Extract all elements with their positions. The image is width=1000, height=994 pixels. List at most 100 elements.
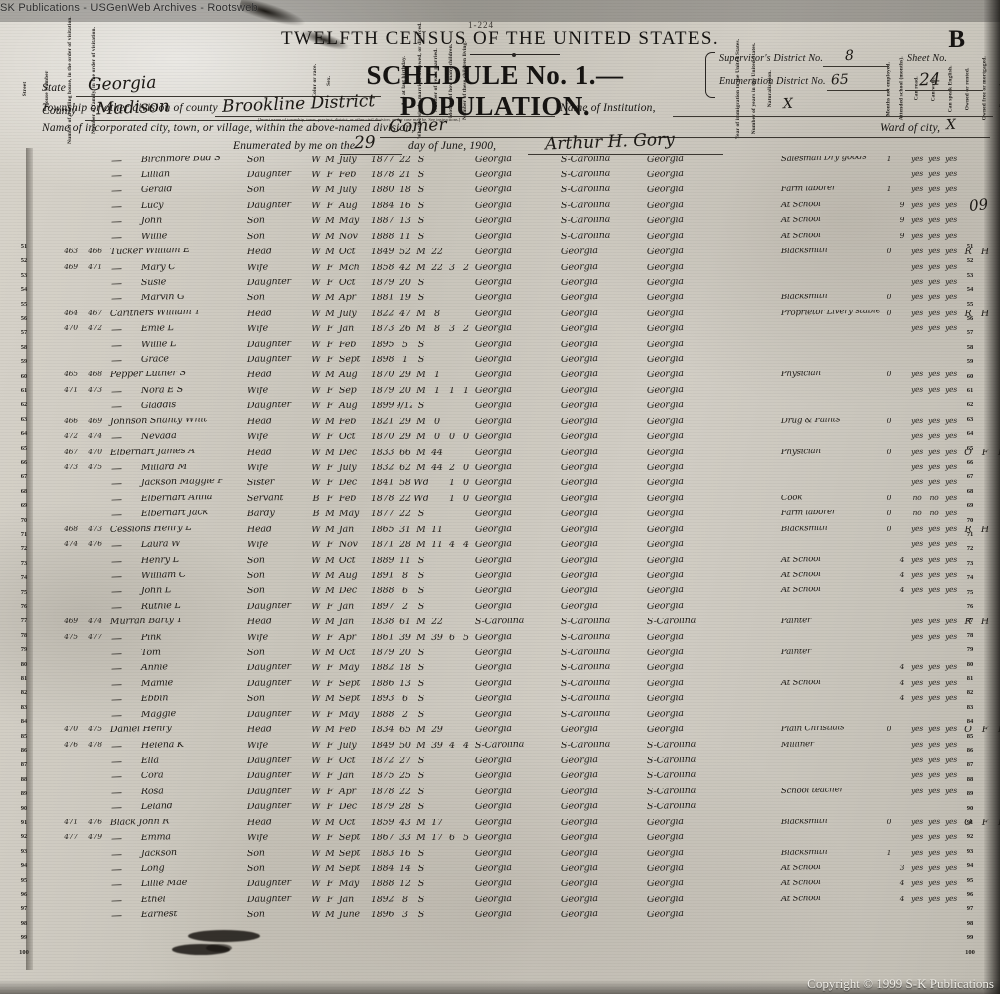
cell-nat[interactable] xyxy=(762,848,780,865)
cell-byr[interactable]: 1888 xyxy=(368,709,398,727)
cell-age[interactable]: 3 xyxy=(396,910,414,928)
cell-rel[interactable]: Son xyxy=(244,216,310,233)
cell-read[interactable]: no xyxy=(908,509,927,526)
table-row[interactable]: 69 472 474— Nevada Wife W F Oct 1870 29 M 0 0 0 Georgi… xyxy=(0,432,1000,449)
cell-fpob[interactable]: Georgia xyxy=(558,262,646,279)
cell-ms[interactable]: Wd xyxy=(412,478,430,495)
cell-nat[interactable] xyxy=(762,277,780,295)
cell-fpob[interactable]: Georgia xyxy=(558,478,646,495)
cell-sch[interactable]: 4 xyxy=(895,555,910,572)
cell-im[interactable] xyxy=(730,462,748,480)
cell-house[interactable] xyxy=(36,617,59,634)
cell-sex[interactable]: F xyxy=(322,262,338,279)
cell-sch[interactable]: 4 xyxy=(895,894,910,912)
cell-mpob[interactable]: Georgia xyxy=(644,324,732,341)
cell-age[interactable]: 22 xyxy=(396,154,414,171)
table-row[interactable]: 85— Mamie Daughter W F Sept 1886 13 S Georgia S-Ca… xyxy=(0,678,1000,696)
cell-age[interactable]: 52 xyxy=(396,247,414,264)
cell-mne[interactable]: 0 xyxy=(882,416,897,434)
cell-yrm[interactable]: 22 xyxy=(428,262,446,279)
cell-write[interactable]: yes xyxy=(925,570,944,588)
cell-write[interactable]: no xyxy=(925,493,944,511)
cell-nat[interactable] xyxy=(762,694,780,711)
cell-yu[interactable] xyxy=(746,617,764,634)
cell-nat[interactable] xyxy=(762,247,780,264)
cell-occ[interactable]: Salesman Dry goods xyxy=(778,154,884,171)
cell-house[interactable] xyxy=(36,817,59,835)
cell-read[interactable]: yes xyxy=(908,632,927,650)
cell-color[interactable]: W xyxy=(308,570,324,588)
cell-fpob[interactable]: Georgia xyxy=(558,462,646,480)
cell-nat[interactable] xyxy=(762,447,780,464)
cell-fpob[interactable]: Georgia xyxy=(558,247,646,264)
cell-name[interactable]: — Elberhart Jack xyxy=(106,509,246,526)
cell-read[interactable] xyxy=(908,601,927,619)
cell-chl[interactable] xyxy=(458,663,474,680)
cell-write[interactable] xyxy=(925,355,944,372)
cell-sex[interactable]: F xyxy=(322,786,338,804)
cell-nat[interactable] xyxy=(762,833,780,850)
cell-im[interactable] xyxy=(730,817,748,835)
cell-byr[interactable]: 1849 xyxy=(368,740,398,758)
cell-color[interactable]: W xyxy=(308,540,324,557)
cell-write[interactable]: yes xyxy=(925,771,944,788)
cell-write[interactable]: yes xyxy=(925,231,944,249)
cell-fam[interactable]: 468 xyxy=(81,370,108,387)
cell-ch[interactable] xyxy=(444,570,460,588)
cell-fam[interactable] xyxy=(81,185,108,202)
table-row[interactable]: 77— Henry L Son W M Oct 1889 11 S Georgia Georgia G… xyxy=(0,555,1000,572)
cell-occ[interactable] xyxy=(778,755,884,773)
cell-nat[interactable] xyxy=(762,740,780,758)
cell-fam[interactable] xyxy=(81,200,108,218)
cell-chl[interactable] xyxy=(458,247,474,264)
cell-ms[interactable]: M xyxy=(412,617,430,634)
cell-mpob[interactable]: Georgia xyxy=(644,277,732,295)
cell-im[interactable] xyxy=(730,586,748,603)
cell-house[interactable] xyxy=(36,694,59,711)
cell-occ[interactable] xyxy=(778,910,884,928)
cell-occ[interactable]: At School xyxy=(778,879,884,896)
cell-yu[interactable] xyxy=(746,709,764,727)
cell-byr[interactable]: 1884 xyxy=(368,863,398,881)
cell-chl[interactable]: 2 xyxy=(458,262,474,279)
cell-pob[interactable]: Georgia xyxy=(472,555,560,572)
cell-age[interactable]: 22 xyxy=(396,493,414,511)
cell-name[interactable]: — Willie xyxy=(106,231,246,249)
cell-yu[interactable] xyxy=(746,771,764,788)
cell-eng[interactable] xyxy=(942,709,961,727)
cell-ms[interactable]: M xyxy=(412,725,430,742)
cell-occ[interactable] xyxy=(778,802,884,819)
cell-eng[interactable]: yes xyxy=(942,848,961,865)
cell-mpob[interactable]: Georgia xyxy=(644,169,732,187)
cell-name[interactable]: — Mary C xyxy=(106,262,246,279)
cell-house[interactable] xyxy=(36,339,59,357)
cell-occ[interactable] xyxy=(778,462,884,480)
cell-yu[interactable] xyxy=(746,401,764,418)
cell-sch[interactable] xyxy=(895,601,910,619)
cell-age[interactable]: 18 xyxy=(396,185,414,202)
cell-eng[interactable] xyxy=(942,648,961,665)
cell-im[interactable] xyxy=(730,678,748,696)
cell-pob[interactable]: Georgia xyxy=(472,910,560,928)
cell-fam[interactable]: 473 xyxy=(81,385,108,403)
cell-eng[interactable]: yes xyxy=(942,540,961,557)
cell-yrm[interactable]: 8 xyxy=(428,324,446,341)
cell-house[interactable] xyxy=(36,355,59,372)
cell-sch[interactable] xyxy=(895,169,910,187)
cell-pob[interactable]: Georgia xyxy=(472,848,560,865)
cell-write[interactable] xyxy=(925,339,944,357)
cell-chl[interactable] xyxy=(458,277,474,295)
table-row[interactable]: 88 470 475 Daniel Henry Head W M Feb 1834 65 M 29 Ge… xyxy=(0,725,1000,742)
cell-chl[interactable] xyxy=(458,555,474,572)
table-row[interactable]: 70 467 470 Elberhart James A Head W M Dec 1833 66… xyxy=(0,447,1000,464)
cell-sex[interactable]: F xyxy=(322,169,338,187)
cell-mpob[interactable]: Georgia xyxy=(644,879,732,896)
cell-ch[interactable] xyxy=(444,231,460,249)
cell-rel[interactable]: Daughter xyxy=(244,200,310,218)
cell-pob[interactable]: Georgia xyxy=(472,817,560,835)
cell-house[interactable] xyxy=(36,771,59,788)
cell-byr[interactable]: 1884 xyxy=(368,200,398,218)
cell-fam[interactable]: 474 xyxy=(81,617,108,634)
cell-rel[interactable]: Son xyxy=(244,694,310,711)
cell-age[interactable]: 62 xyxy=(396,462,414,480)
